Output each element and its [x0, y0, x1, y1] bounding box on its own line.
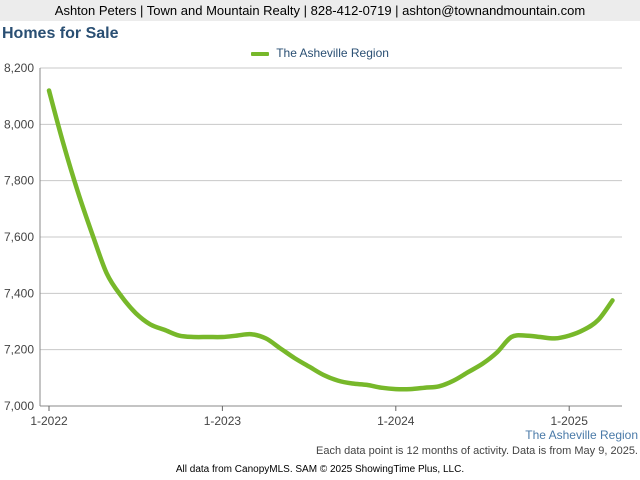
header-contact-bar: Ashton Peters | Town and Mountain Realty… [0, 0, 640, 21]
region-label: The Asheville Region [525, 428, 638, 442]
chart-title: Homes for Sale [2, 25, 119, 42]
line-chart: 7,000 7,200 7,400 7,600 7,800 8,000 8,200 1-202… [4, 61, 622, 428]
y-tick-label: 8,000 [4, 117, 34, 131]
footer-credit: All data from CanopyMLS. SAM © 2025 Show… [175, 464, 465, 475]
y-tick-label: 7,600 [4, 230, 34, 244]
y-tick-label: 7,400 [4, 286, 34, 300]
x-tick-label: 1-2025 [551, 414, 589, 428]
data-note: Each data point is 12 months of activity… [315, 445, 638, 457]
y-tick-label: 7,200 [4, 343, 34, 357]
y-tick-label: 7,800 [4, 174, 34, 188]
y-tick-label: 7,000 [4, 399, 34, 413]
series-line-asheville-region [46, 88, 615, 392]
y-tick-label: 8,200 [4, 61, 34, 75]
x-tick-label: 1-2022 [30, 414, 68, 428]
x-tick-label: 1-2023 [204, 414, 242, 428]
legend-swatch [251, 51, 270, 56]
x-tick-label: 1-2024 [377, 414, 415, 428]
chart-legend: The Asheville Region [0, 46, 640, 60]
legend-label: The Asheville Region [276, 46, 389, 60]
